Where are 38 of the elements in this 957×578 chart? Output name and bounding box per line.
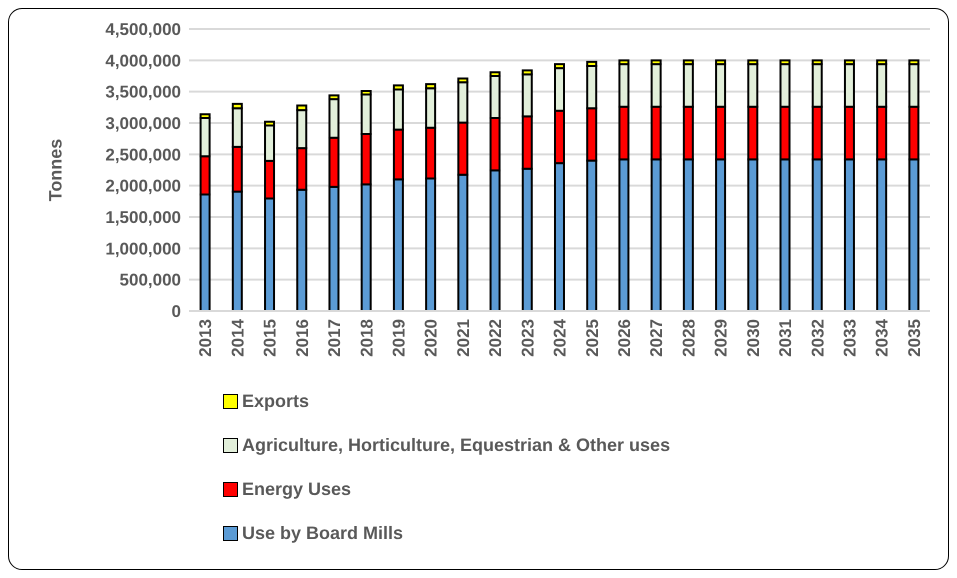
y-tick-label: 3,000,000 bbox=[105, 114, 181, 134]
x-tick-label: 2032 bbox=[808, 319, 828, 357]
y-tick-label: 0 bbox=[172, 302, 181, 322]
x-tick-label: 2014 bbox=[228, 318, 248, 357]
x-tick-label: 2013 bbox=[196, 319, 216, 357]
y-tick-label: 1,000,000 bbox=[105, 239, 181, 258]
x-tick-label: 2022 bbox=[486, 319, 506, 357]
x-tick-label: 2029 bbox=[712, 319, 731, 357]
y-axis-title: Tonnes bbox=[45, 138, 66, 202]
x-tick-label: 2015 bbox=[260, 319, 280, 357]
x-tick-label: 2017 bbox=[325, 319, 344, 357]
x-tick-label: 2035 bbox=[904, 319, 924, 357]
legend-label: Exports bbox=[242, 390, 310, 412]
y-tick-label: 2,500,000 bbox=[105, 145, 181, 164]
x-tick-label: 2023 bbox=[518, 319, 538, 357]
x-tick-label: 2031 bbox=[776, 319, 796, 357]
x-tick-label: 2019 bbox=[389, 319, 408, 357]
x-tick-label: 2016 bbox=[292, 319, 312, 357]
y-tick-label: 3,500,000 bbox=[105, 82, 181, 102]
legend-label: Use by Board Mills bbox=[242, 522, 404, 544]
legend-label: Energy Uses bbox=[242, 478, 352, 500]
y-tick-label: 4,500,000 bbox=[105, 20, 181, 40]
x-tick-label: 2030 bbox=[744, 319, 763, 357]
y-tick-label: 2,000,000 bbox=[105, 176, 181, 196]
x-tick-label: 2027 bbox=[647, 319, 666, 357]
x-tick-label: 2020 bbox=[422, 319, 441, 357]
x-tick-label: 2033 bbox=[840, 319, 860, 357]
y-tick-label: 1,500,000 bbox=[105, 208, 181, 228]
y-tick-label: 500,000 bbox=[120, 270, 181, 290]
x-tick-label: 2025 bbox=[582, 319, 602, 357]
x-tick-label: 2026 bbox=[615, 319, 634, 357]
x-tick-label: 2018 bbox=[357, 319, 376, 357]
x-tick-label: 2024 bbox=[550, 318, 570, 357]
x-tick-label: 2021 bbox=[454, 319, 473, 357]
x-tick-label: 2034 bbox=[872, 318, 892, 357]
legend-label: Agriculture, Horticulture, Equestrian & Other uses bbox=[242, 434, 670, 456]
x-tick-label: 2028 bbox=[679, 319, 698, 357]
y-tick-label: 4,000,000 bbox=[105, 51, 181, 70]
